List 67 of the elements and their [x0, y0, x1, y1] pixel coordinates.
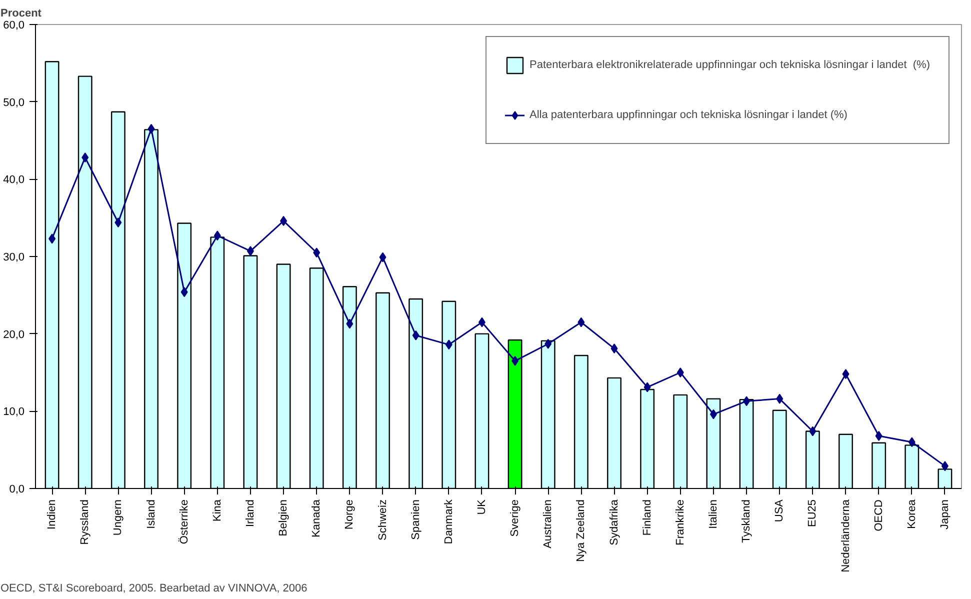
- x-tick-label: Australien: [542, 499, 554, 548]
- point: [676, 368, 684, 378]
- point: [610, 344, 618, 354]
- x-tick-label: Sverige: [509, 500, 522, 537]
- x-tick-label: EU25: [806, 499, 819, 528]
- y-tick-label: 60,0: [3, 20, 25, 32]
- y-tick-label: 0,0: [9, 484, 25, 496]
- point: [346, 318, 354, 329]
- point: [478, 317, 486, 328]
- point: [412, 330, 420, 340]
- x-tick-label: Italien: [707, 499, 720, 529]
- y-axis-title: Procent: [0, 8, 42, 20]
- point: [379, 252, 386, 262]
- point: [644, 382, 651, 392]
- text: OECD, ST&I Scoreboard, 2005. Bearbetad av VINNOVA, 2006: [0, 582, 308, 594]
- x-tick-label: Japan: [938, 499, 951, 530]
- x-tick-label: Frankrike: [674, 500, 686, 546]
- point: [313, 248, 320, 258]
- x-tick-label: Nederländerna: [840, 498, 852, 572]
- x-tick-label: Sydafrika: [608, 498, 620, 546]
- x-tick-label: Schweiz: [376, 499, 389, 540]
- x-tick-label: Indien: [46, 499, 58, 530]
- x-tick-label: Island: [145, 499, 158, 529]
- point: [445, 340, 452, 350]
- point: [82, 152, 89, 163]
- point: [180, 287, 188, 298]
- point: [776, 394, 784, 404]
- x-tick-label: Kina: [211, 498, 224, 522]
- y-tick-label: 40,0: [3, 174, 25, 186]
- point: [941, 461, 948, 472]
- x-tick-label: Irland: [244, 499, 256, 528]
- point: [743, 396, 750, 406]
- x-tick-label: Norge: [344, 499, 356, 530]
- point: [710, 409, 717, 420]
- y-tick-label: 20,0: [3, 328, 25, 341]
- legend-label: Patenterbara elektronikrelaterade uppfinningar och tekniska lösningar i landet (%): [529, 59, 930, 71]
- point: [809, 426, 816, 436]
- point: [875, 430, 882, 441]
- point: [842, 369, 850, 380]
- x-tick-label: Nya Zeeland: [575, 499, 588, 562]
- point: [246, 246, 254, 256]
- x-tick-label: Finland: [641, 500, 654, 536]
- x-tick-label: OECD: [872, 499, 885, 532]
- point: [908, 437, 916, 448]
- point: [544, 338, 552, 349]
- x-tick-label: Belgien: [278, 499, 290, 536]
- x-tick-label: Tyskland: [740, 499, 753, 543]
- legend-label: Alla patenterbara uppfinningar och tekniska lösningar i landet (%): [529, 109, 848, 121]
- x-tick-label: Danmark: [442, 499, 455, 544]
- x-tick-label: Österrike: [177, 499, 190, 544]
- x-tick-label: Spanien: [410, 499, 422, 540]
- x-tick-label: Kanada: [310, 498, 323, 538]
- y-tick-label: 30,0: [3, 252, 25, 264]
- point: [512, 356, 519, 366]
- x-tick-label: UK: [476, 498, 488, 515]
- x-tick-label: USA: [774, 498, 786, 522]
- point: [280, 216, 288, 226]
- x-tick-label: Ryssland: [79, 499, 92, 545]
- y-tick-label: 10,0: [3, 406, 25, 418]
- point: [578, 317, 585, 328]
- x-tick-label: Korea: [906, 498, 918, 529]
- point: [48, 234, 56, 244]
- y-tick-label: 50,0: [3, 96, 25, 109]
- point: [114, 217, 122, 228]
- x-tick-label: Ungern: [112, 500, 124, 536]
- point: [148, 124, 155, 134]
- point: [214, 230, 221, 241]
